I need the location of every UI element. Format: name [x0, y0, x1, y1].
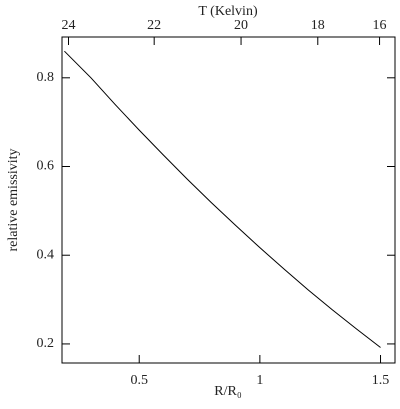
y-axis-label: relative emissivity — [6, 148, 21, 251]
x-axis-label: R/R₀ — [214, 384, 242, 399]
y-tick-label: 0.4 — [37, 247, 55, 262]
y-tick-label: 0.6 — [37, 159, 55, 174]
x-tick-label: 0.5 — [130, 373, 148, 388]
x-tick-label: 1 — [256, 373, 263, 388]
x2-tick-label: 20 — [234, 18, 248, 33]
y-tick-label: 0.8 — [37, 70, 55, 85]
x2-tick-label: 18 — [311, 18, 325, 33]
x2-tick-label: 16 — [373, 18, 387, 33]
data-line — [64, 50, 381, 348]
y-tick-label: 0.2 — [37, 336, 55, 351]
x-tick-label: 1.5 — [372, 373, 390, 388]
x2-axis-label: T (Kelvin) — [198, 4, 258, 19]
x2-tick-label: 24 — [62, 18, 76, 33]
plot-frame — [61, 36, 396, 364]
x2-tick-label: 22 — [147, 18, 161, 33]
